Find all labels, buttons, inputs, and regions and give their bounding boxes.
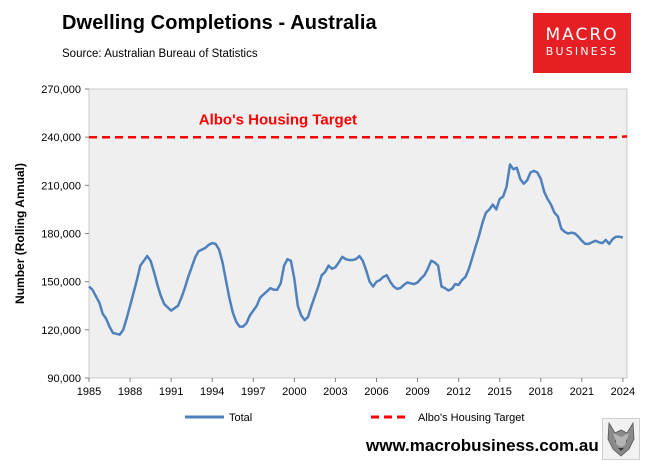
y-tick-label: 180,000 [41, 229, 81, 241]
target-line [89, 135, 628, 139]
macrobusiness-logo: MACRO BUSINESS [533, 13, 631, 73]
y-tick-label: 210,000 [41, 180, 81, 192]
y-axis-label: Number (Rolling Annual) [13, 163, 27, 304]
x-tick-label: 2012 [446, 386, 470, 398]
x-tick-label: 2021 [570, 386, 594, 398]
x-tick-label: 1985 [77, 386, 101, 398]
logo-line-1: MACRO [545, 25, 619, 45]
x-tick-label: 2003 [323, 386, 347, 398]
x-tick-label: 2000 [282, 386, 306, 398]
target-annotation: Albo's Housing Target [199, 112, 357, 129]
x-tick-label: 1991 [159, 386, 183, 398]
x-tick-label: 2006 [364, 386, 388, 398]
plot-area [88, 88, 628, 379]
legend-label: Total [229, 412, 252, 424]
legend-label: Albo's Housing Target [418, 412, 524, 424]
y-tick-label: 240,000 [41, 132, 81, 144]
y-tick-label: 90,000 [47, 373, 81, 385]
y-tick-label: 270,000 [41, 84, 81, 96]
x-tick-label: 2009 [405, 386, 429, 398]
x-tick-label: 1994 [200, 386, 224, 398]
x-tick-label: 2015 [487, 386, 511, 398]
chart-title: Dwelling Completions - Australia [62, 12, 377, 34]
chart-source: Source: Australian Bureau of Statistics [62, 48, 258, 60]
x-tick-label: 2024 [611, 386, 635, 398]
logo-line-2: BUSINESS [545, 45, 619, 58]
x-tick-label: 2018 [529, 386, 553, 398]
x-tick-label: 1997 [241, 386, 265, 398]
x-tick-label: 1988 [118, 386, 142, 398]
footer-url: www.macrobusiness.com.au [366, 436, 599, 455]
wolf-icon [602, 418, 640, 460]
y-tick-label: 150,000 [41, 277, 81, 289]
y-tick-label: 120,000 [41, 325, 81, 337]
total-series-line [88, 163, 624, 336]
